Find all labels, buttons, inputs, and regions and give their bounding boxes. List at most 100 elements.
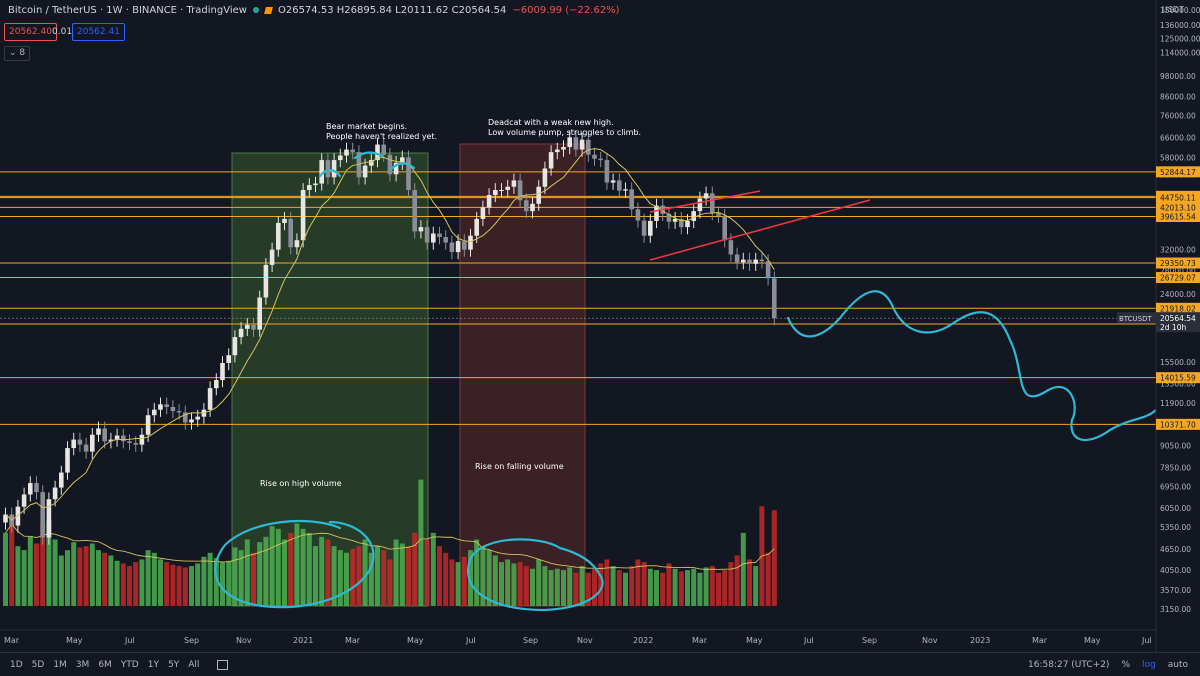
candle-body bbox=[300, 189, 306, 241]
candle-body bbox=[96, 428, 101, 435]
y-tick-label: 4650.00 bbox=[1160, 545, 1191, 554]
volume-bar bbox=[635, 559, 641, 606]
candle-body bbox=[387, 154, 393, 175]
volume-bar bbox=[151, 552, 157, 606]
x-tick-label: Jul bbox=[465, 636, 476, 645]
timeframe-1d[interactable]: 1D bbox=[10, 659, 23, 670]
level-badge bbox=[1156, 272, 1200, 284]
indicator-collapse-button[interactable]: ⌄ 8 bbox=[4, 46, 31, 61]
wedge-upper-line bbox=[649, 190, 761, 213]
volume-bar bbox=[443, 552, 449, 606]
timeframe-3m[interactable]: 3M bbox=[75, 659, 90, 670]
volume-bar bbox=[406, 546, 411, 606]
level-badge-label: 52844.17 bbox=[1160, 168, 1196, 177]
level-badge-label: 44750.11 bbox=[1160, 194, 1196, 203]
volume-bar bbox=[641, 562, 647, 606]
volume-bar bbox=[616, 570, 622, 606]
volume-bar bbox=[455, 562, 461, 606]
percent-scale-toggle[interactable]: % bbox=[1121, 659, 1130, 670]
candle-body bbox=[362, 165, 368, 178]
candle-body bbox=[666, 213, 672, 222]
y-tick-label: 32000.00 bbox=[1160, 246, 1196, 255]
volume-bar bbox=[765, 552, 771, 606]
candle-body bbox=[114, 435, 120, 440]
calendar-icon[interactable] bbox=[217, 659, 229, 670]
volume-bar bbox=[579, 566, 585, 606]
candle-body bbox=[158, 404, 163, 410]
candle-body bbox=[183, 412, 188, 423]
volume-bar bbox=[15, 546, 21, 606]
volume-bar bbox=[96, 550, 101, 606]
candle-body bbox=[579, 139, 585, 150]
candle-body bbox=[412, 189, 417, 232]
y-tick-label: 28000.00 bbox=[1160, 266, 1196, 275]
timeframe-1m[interactable]: 1M bbox=[53, 659, 67, 670]
buy-button[interactable]: 20562.41 bbox=[72, 23, 125, 41]
level-badge bbox=[1156, 211, 1200, 223]
y-tick-label: 3150.00 bbox=[1160, 605, 1191, 614]
candle-body bbox=[276, 222, 281, 250]
y-tick-label: 58000.00 bbox=[1160, 153, 1196, 162]
volume-bar bbox=[554, 568, 560, 606]
candle-body bbox=[567, 137, 572, 148]
y-tick-label: 11900.00 bbox=[1160, 399, 1196, 408]
timeframe-6m[interactable]: 6M bbox=[98, 659, 112, 670]
volume-bar bbox=[114, 560, 120, 606]
annotation-0: Bear market begins. bbox=[326, 122, 407, 131]
volume-bar bbox=[319, 536, 325, 606]
candle-body bbox=[747, 259, 752, 264]
volume-bar bbox=[499, 562, 504, 606]
candle-body bbox=[437, 233, 442, 238]
bull-zone-box bbox=[231, 152, 429, 607]
clock[interactable]: 16:58:27 (UTC+2) bbox=[1028, 659, 1110, 670]
timeframe-5d[interactable]: 5D bbox=[31, 659, 45, 670]
volume-bar bbox=[449, 559, 455, 606]
candle-body bbox=[697, 198, 703, 212]
candle-body bbox=[555, 149, 560, 153]
timeframe-1y[interactable]: 1Y bbox=[147, 659, 159, 670]
log-scale-toggle[interactable]: log bbox=[1142, 659, 1156, 670]
flag-icon[interactable] bbox=[264, 6, 273, 14]
volume-bar bbox=[356, 546, 362, 606]
y-tick-label: 114000.00 bbox=[1160, 49, 1200, 58]
sell-button[interactable]: 20562.40 bbox=[4, 23, 57, 41]
currency-label: USDT bbox=[1162, 5, 1184, 14]
candle-body bbox=[220, 363, 225, 381]
y-tick-label: 6050.00 bbox=[1160, 504, 1191, 513]
timeframe-5y[interactable]: 5Y bbox=[167, 659, 180, 670]
timeframe-all[interactable]: All bbox=[188, 659, 200, 670]
candle-body bbox=[127, 441, 132, 443]
level-badge-label: 21918.02 bbox=[1160, 304, 1196, 313]
candle-body bbox=[331, 160, 337, 178]
volume-bar bbox=[703, 567, 709, 606]
volume-bar bbox=[176, 566, 182, 606]
volume-bar bbox=[58, 555, 64, 606]
level-badge-label: 39615.54 bbox=[1160, 213, 1196, 222]
candle-body bbox=[474, 218, 479, 236]
volume-bar bbox=[344, 552, 349, 606]
x-tick-label: Sep bbox=[184, 636, 199, 645]
level-badge bbox=[1156, 192, 1200, 204]
level-badge-label: 29350.73 bbox=[1160, 259, 1196, 268]
projection-scribble bbox=[786, 290, 1158, 441]
volume-bar bbox=[523, 566, 529, 606]
volume-bar bbox=[647, 568, 653, 606]
candle-body bbox=[592, 154, 597, 159]
volume-bar bbox=[542, 566, 548, 606]
x-tick-label: Jul bbox=[124, 636, 135, 645]
timeframe-ytd[interactable]: YTD bbox=[120, 659, 139, 670]
volume-bar bbox=[678, 571, 684, 606]
ohlc-open: O26574.53 bbox=[277, 4, 334, 16]
annotation-2: Rise on high volume bbox=[260, 479, 342, 488]
volume-bar bbox=[505, 559, 511, 606]
symbol-title[interactable]: Bitcoin / TetherUS · 1W · BINANCE · Trad… bbox=[8, 4, 247, 16]
symbol-badge-label: BTCUSDT bbox=[1119, 315, 1153, 323]
chevron-down-icon: ⌄ bbox=[9, 48, 17, 58]
candle-body bbox=[232, 337, 238, 356]
volume-bar bbox=[771, 510, 777, 606]
candle-body bbox=[710, 193, 715, 214]
candle-body bbox=[176, 411, 182, 413]
auto-scale-toggle[interactable]: auto bbox=[1167, 659, 1188, 670]
volume-bar bbox=[195, 563, 201, 606]
